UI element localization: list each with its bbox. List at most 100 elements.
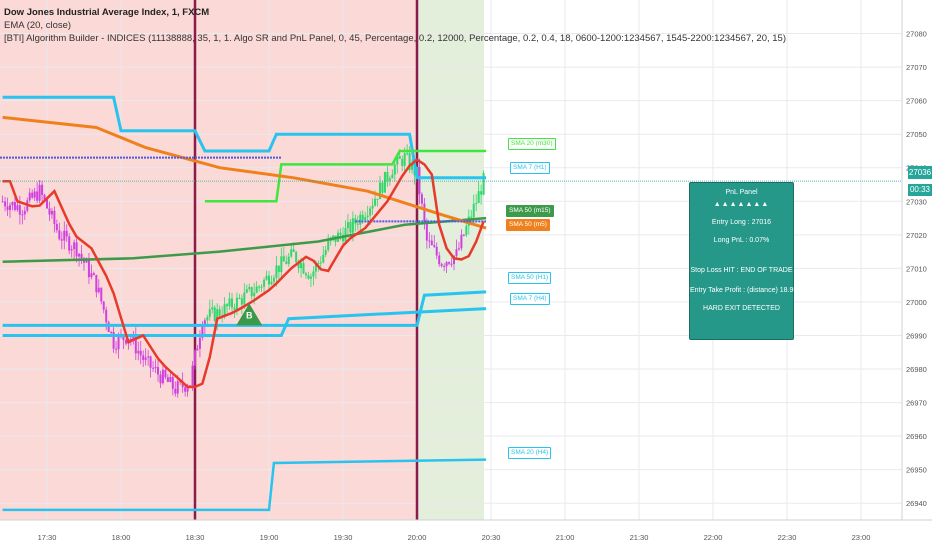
candle-body bbox=[228, 298, 231, 307]
candle-body bbox=[383, 171, 386, 193]
candle-body bbox=[139, 350, 142, 356]
candle-body bbox=[270, 281, 273, 285]
candle-body bbox=[339, 232, 342, 235]
ma-label-6: SMA 20 (H4) bbox=[508, 446, 552, 459]
green-session-zone bbox=[417, 0, 484, 520]
price-axis[interactable] bbox=[902, 0, 932, 550]
candle-body bbox=[408, 153, 411, 170]
candle-body bbox=[346, 221, 349, 229]
candle-body bbox=[171, 376, 174, 389]
candle-body bbox=[460, 234, 463, 249]
x-tick-label: 22:00 bbox=[704, 533, 723, 542]
candle-body bbox=[305, 273, 307, 276]
candle-body bbox=[68, 236, 71, 251]
candle-body bbox=[356, 223, 359, 225]
candle-body bbox=[324, 249, 327, 255]
candle-body bbox=[102, 301, 105, 310]
candle-body bbox=[240, 298, 243, 305]
pnl-stop-loss: Stop Loss HIT : END OF TRADE bbox=[690, 267, 793, 274]
candle-body bbox=[265, 275, 268, 280]
x-tick-label: 17:30 bbox=[38, 533, 57, 542]
candle-body bbox=[277, 265, 280, 273]
x-tick-label: 18:30 bbox=[186, 533, 205, 542]
candle-body bbox=[349, 221, 352, 233]
candle-body bbox=[282, 256, 285, 262]
candle-body bbox=[80, 253, 83, 259]
candle-body bbox=[300, 263, 303, 269]
candle-body bbox=[4, 201, 7, 207]
candle-body bbox=[208, 309, 211, 317]
candle-body bbox=[1, 201, 4, 203]
candle-body bbox=[110, 331, 113, 333]
y-tick-label: 27050 bbox=[906, 130, 927, 139]
candle-body bbox=[122, 335, 125, 341]
candle-body bbox=[223, 304, 226, 317]
chart-title: Dow Jones Industrial Average Index, 1, F… bbox=[4, 7, 210, 18]
candle-body bbox=[455, 249, 458, 256]
candle-body bbox=[386, 171, 389, 181]
candle-body bbox=[6, 206, 9, 211]
red-session-zone-2 bbox=[195, 0, 417, 520]
candle-body bbox=[87, 260, 90, 278]
candle-body bbox=[36, 191, 39, 201]
time-axis[interactable] bbox=[0, 520, 932, 550]
candle-body bbox=[134, 336, 137, 354]
candle-body bbox=[58, 230, 61, 240]
candle-body bbox=[233, 307, 236, 310]
candle-body bbox=[154, 367, 157, 369]
candle-body bbox=[398, 156, 401, 159]
candle-body bbox=[388, 178, 391, 181]
candle-body bbox=[411, 162, 414, 170]
candle-body bbox=[63, 230, 66, 241]
candle-body bbox=[152, 367, 155, 369]
candle-body bbox=[477, 191, 480, 204]
candle-body bbox=[290, 249, 293, 257]
y-tick-label: 27020 bbox=[906, 231, 927, 240]
sma-20-h4-line bbox=[2, 458, 487, 512]
candle-body bbox=[117, 335, 120, 350]
candle-body bbox=[253, 292, 256, 297]
candle-body bbox=[176, 381, 179, 394]
candle-body bbox=[43, 194, 46, 200]
y-tick-label: 26940 bbox=[906, 499, 927, 508]
y-tick-label: 27070 bbox=[906, 63, 927, 72]
candle-body bbox=[406, 153, 409, 155]
candle-body bbox=[361, 214, 364, 221]
y-tick-label: 26990 bbox=[906, 331, 927, 340]
candle-body bbox=[268, 275, 270, 285]
candle-body bbox=[295, 251, 298, 263]
candle-body bbox=[272, 277, 275, 282]
candle-body bbox=[366, 215, 369, 218]
candle-body bbox=[440, 264, 443, 266]
candle-body bbox=[285, 261, 288, 264]
candle-body bbox=[250, 287, 253, 297]
sma-50-m15-line bbox=[2, 216, 487, 263]
candle-body bbox=[430, 240, 433, 246]
candle-body bbox=[21, 214, 24, 216]
y-tick-label: 26950 bbox=[906, 466, 927, 475]
current-price-label: 27036 bbox=[908, 166, 932, 179]
chart-header: Dow Jones Industrial Average Index, 1, F… bbox=[4, 6, 786, 45]
candle-body bbox=[425, 221, 428, 241]
candle-body bbox=[13, 202, 16, 210]
candle-body bbox=[462, 234, 465, 236]
ema-20-line bbox=[2, 158, 485, 389]
candle-body bbox=[235, 297, 238, 310]
candle-body bbox=[482, 173, 485, 195]
candle-body bbox=[260, 286, 263, 288]
candle-body bbox=[38, 184, 41, 201]
candle-body bbox=[275, 265, 278, 278]
candle-body bbox=[46, 199, 48, 209]
candle-body bbox=[206, 316, 209, 321]
candle-body bbox=[115, 348, 118, 350]
candle-body bbox=[448, 262, 451, 264]
candle-body bbox=[174, 388, 177, 394]
y-tick-label: 27010 bbox=[906, 264, 927, 273]
candle-body bbox=[50, 210, 53, 215]
candle-body bbox=[480, 191, 483, 195]
candle-body bbox=[161, 369, 164, 384]
candle-body bbox=[302, 263, 305, 274]
candle-body bbox=[364, 217, 367, 221]
candle-body bbox=[379, 182, 381, 200]
